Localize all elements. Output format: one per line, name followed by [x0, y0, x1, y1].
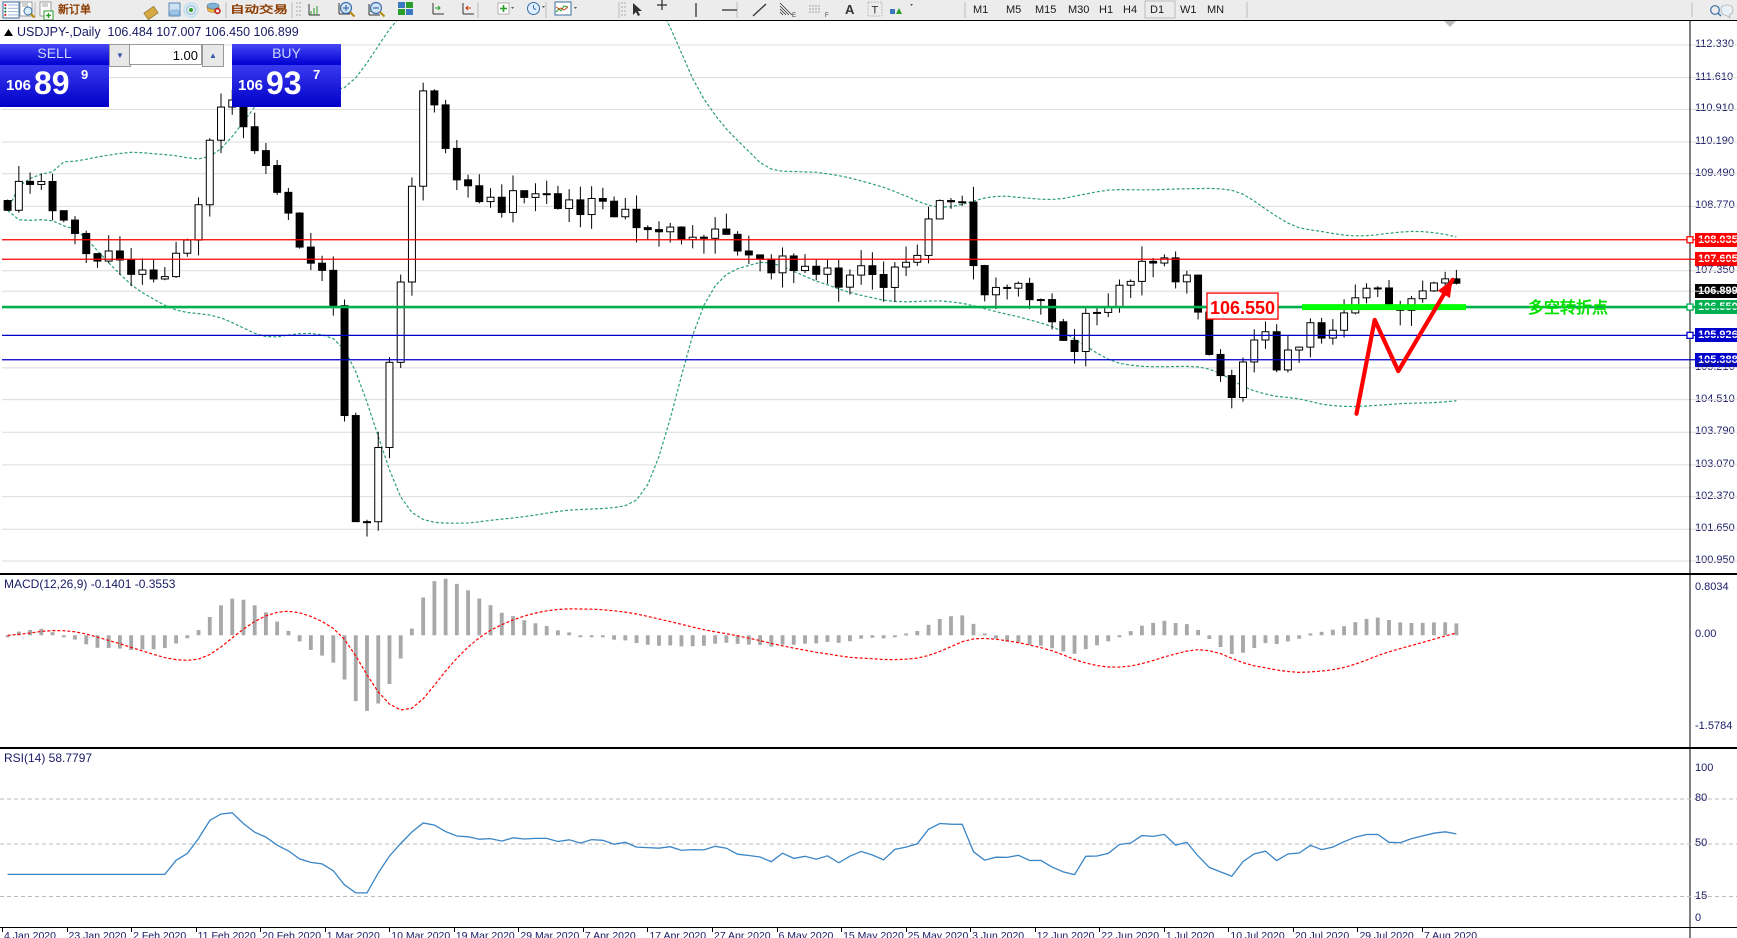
svg-text:M5: M5: [1006, 4, 1021, 16]
svg-text:W1: W1: [1180, 4, 1197, 16]
svg-text:F: F: [825, 13, 829, 19]
svg-text:新订单: 新订单: [58, 2, 91, 16]
svg-text:M15: M15: [1035, 4, 1056, 16]
svg-text:D1: D1: [1150, 4, 1164, 16]
svg-text:MN: MN: [1207, 4, 1224, 16]
svg-text:106.550: 106.550: [1210, 298, 1275, 318]
svg-text:H4: H4: [1123, 4, 1137, 16]
svg-text:M30: M30: [1068, 4, 1089, 16]
svg-text:多空转折点: 多空转折点: [1528, 298, 1608, 317]
svg-text:H1: H1: [1099, 4, 1113, 16]
svg-text:自动交易: 自动交易: [230, 3, 288, 16]
svg-text:T: T: [872, 5, 879, 17]
svg-text:A: A: [845, 2, 855, 17]
svg-text:E: E: [792, 13, 796, 19]
svg-text:M1: M1: [973, 4, 988, 16]
